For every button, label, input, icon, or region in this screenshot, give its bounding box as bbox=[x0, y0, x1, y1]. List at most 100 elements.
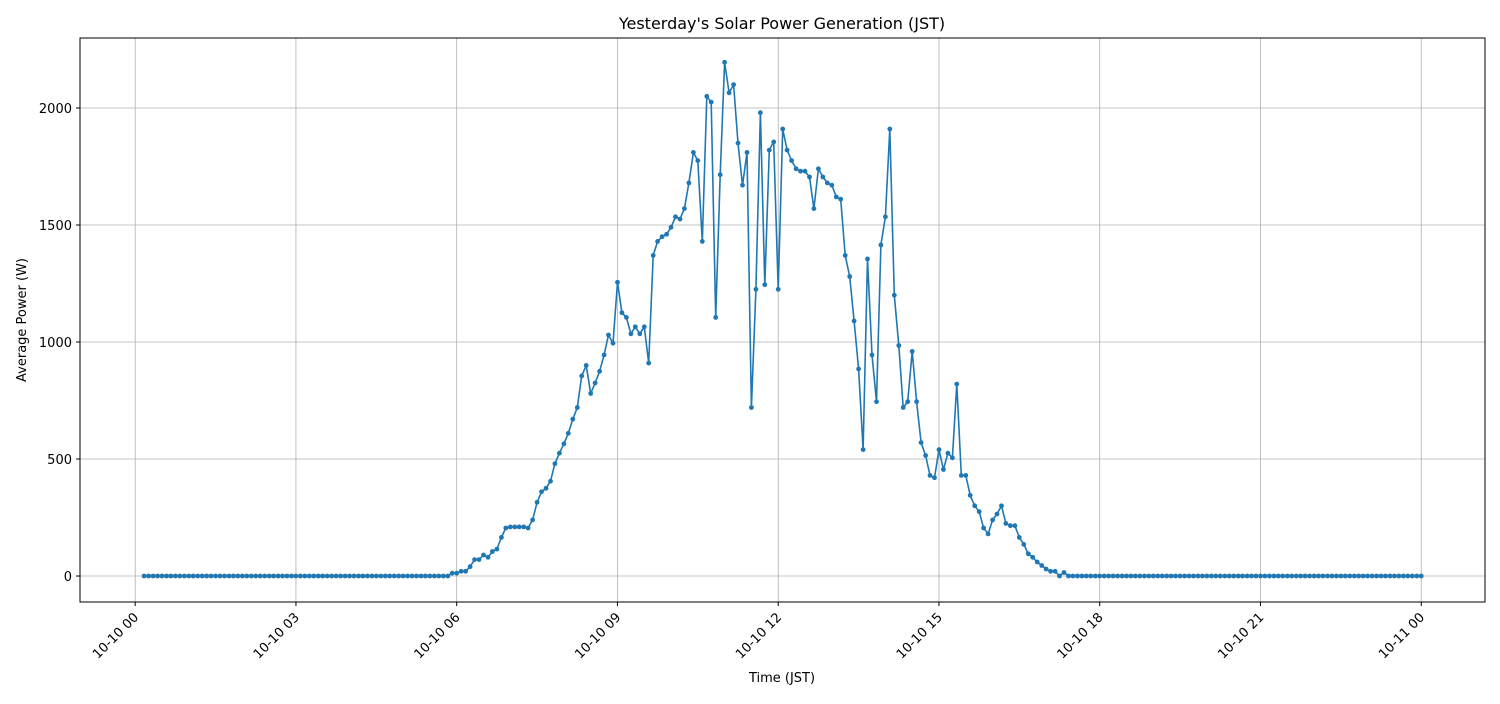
data-point bbox=[440, 573, 446, 579]
data-point bbox=[619, 310, 625, 316]
data-point bbox=[637, 331, 643, 337]
data-point bbox=[342, 573, 348, 579]
data-point bbox=[981, 525, 986, 531]
data-point bbox=[945, 450, 951, 456]
data-point bbox=[677, 216, 683, 222]
data-point bbox=[306, 573, 312, 579]
data-point bbox=[1275, 573, 1281, 579]
data-point bbox=[1137, 573, 1143, 579]
data-point bbox=[164, 573, 169, 579]
data-point bbox=[708, 99, 714, 105]
x-axis-label: Time (JST) bbox=[748, 671, 815, 686]
data-point bbox=[543, 485, 549, 491]
data-point bbox=[525, 525, 531, 531]
data-point bbox=[807, 174, 812, 180]
y-tick-label: 0 bbox=[64, 570, 72, 585]
data-point bbox=[378, 573, 384, 579]
data-point bbox=[744, 150, 750, 155]
data-point bbox=[271, 573, 276, 579]
data-point bbox=[766, 147, 772, 153]
data-point bbox=[842, 253, 848, 258]
data-point bbox=[226, 573, 232, 579]
data-point bbox=[1356, 573, 1362, 579]
data-point bbox=[1052, 568, 1058, 574]
data-point bbox=[1414, 573, 1420, 579]
data-point bbox=[1092, 573, 1098, 579]
data-point bbox=[244, 573, 250, 579]
grid bbox=[80, 38, 1485, 602]
data-point bbox=[240, 573, 245, 579]
data-point bbox=[199, 573, 205, 579]
data-point bbox=[1142, 573, 1147, 579]
data-point bbox=[231, 573, 236, 579]
data-point bbox=[1177, 573, 1183, 579]
data-point bbox=[820, 174, 826, 180]
data-point bbox=[574, 405, 580, 410]
data-point bbox=[338, 573, 343, 579]
data-point bbox=[816, 166, 821, 172]
data-point bbox=[1378, 573, 1384, 579]
data-point bbox=[972, 503, 978, 509]
data-point bbox=[1186, 573, 1192, 579]
data-point bbox=[597, 368, 602, 374]
data-point bbox=[516, 524, 522, 530]
data-point bbox=[789, 158, 794, 164]
data-point bbox=[1128, 573, 1134, 579]
data-point bbox=[905, 399, 911, 405]
data-point bbox=[222, 573, 227, 579]
data-point bbox=[159, 573, 165, 579]
data-point bbox=[784, 147, 790, 153]
data-point bbox=[985, 531, 991, 537]
data-point bbox=[958, 473, 964, 478]
data-point bbox=[740, 182, 745, 188]
data-point bbox=[1106, 573, 1112, 579]
data-point bbox=[1195, 573, 1201, 579]
data-point bbox=[1124, 573, 1129, 579]
data-point bbox=[1249, 573, 1254, 579]
data-point bbox=[1043, 566, 1049, 572]
x-tick-label: 10-10 21 bbox=[1215, 610, 1267, 662]
data-point bbox=[713, 315, 719, 320]
data-point bbox=[570, 416, 576, 422]
data-point bbox=[793, 166, 799, 172]
data-point bbox=[798, 168, 803, 174]
data-point bbox=[1298, 573, 1304, 579]
data-point bbox=[856, 366, 861, 372]
data-point bbox=[248, 573, 254, 579]
data-point bbox=[874, 399, 879, 405]
data-point bbox=[1307, 573, 1312, 579]
data-point bbox=[1267, 573, 1272, 579]
data-point bbox=[717, 172, 723, 178]
data-point bbox=[1088, 573, 1094, 579]
data-point bbox=[1302, 573, 1308, 579]
data-point bbox=[1253, 573, 1259, 579]
data-point bbox=[1342, 573, 1348, 579]
data-point bbox=[722, 59, 727, 65]
data-point bbox=[557, 450, 562, 456]
data-point bbox=[315, 573, 321, 579]
data-point bbox=[235, 573, 241, 579]
data-point bbox=[686, 180, 692, 186]
data-point bbox=[168, 573, 174, 579]
data-point bbox=[1320, 573, 1326, 579]
data-point bbox=[146, 573, 152, 579]
data-point bbox=[673, 214, 678, 220]
data-point bbox=[1146, 573, 1152, 579]
data-point bbox=[1133, 573, 1138, 579]
data-point bbox=[802, 168, 808, 174]
x-tick-label: 10-10 06 bbox=[412, 610, 464, 662]
data-point bbox=[1222, 573, 1228, 579]
x-tick-label: 10-10 12 bbox=[733, 610, 785, 662]
data-point bbox=[1159, 573, 1165, 579]
data-point bbox=[262, 573, 268, 579]
data-point bbox=[1325, 573, 1330, 579]
data-point bbox=[445, 573, 451, 579]
data-point bbox=[735, 140, 741, 146]
data-point bbox=[1244, 573, 1250, 579]
data-point bbox=[275, 573, 281, 579]
data-point bbox=[195, 573, 201, 579]
data-point bbox=[887, 126, 893, 132]
data-point bbox=[400, 573, 406, 579]
data-point bbox=[494, 546, 500, 552]
data-point bbox=[1258, 573, 1263, 579]
